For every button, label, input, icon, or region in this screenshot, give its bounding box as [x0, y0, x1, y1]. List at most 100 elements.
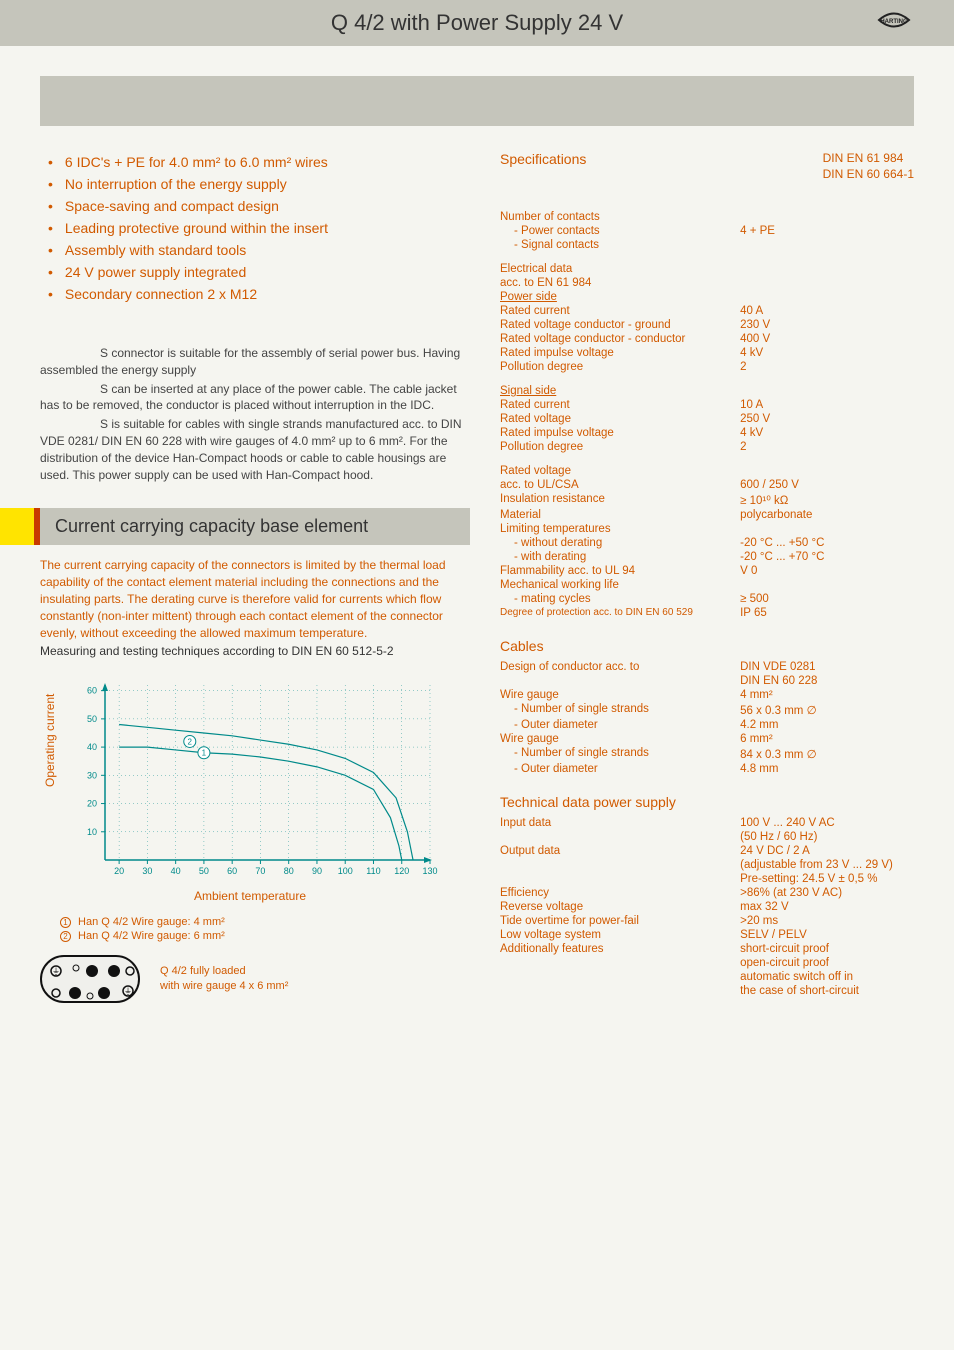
spec-row: Pre-setting: 24.5 V ± 0,5 %	[500, 872, 914, 886]
spec-key: Rated voltage conductor - ground	[500, 318, 740, 332]
svg-text:50: 50	[87, 714, 97, 724]
spec-key: Input data	[500, 816, 740, 830]
spec-key: Reverse voltage	[500, 900, 740, 914]
spec-key: Design of conductor acc. to	[500, 660, 740, 674]
spec-row: Low voltage systemSELV / PELV	[500, 928, 914, 942]
spec-key: Wire gauge	[500, 732, 740, 746]
psu-table: Input data100 V ... 240 V AC(50 Hz / 60 …	[500, 816, 914, 998]
description-block: S connector is suitable for the assembly…	[40, 345, 470, 483]
spec-value: 84 x 0.3 mm ∅	[740, 746, 914, 762]
spec-key	[500, 674, 740, 688]
spec-value	[740, 238, 914, 252]
spec-row: - without derating-20 °C ... +50 °C	[500, 536, 914, 550]
spec-value: ≥ 500	[740, 592, 914, 606]
spec-row: - Number of single strands84 x 0.3 mm ∅	[500, 746, 914, 762]
spec-key	[500, 984, 740, 998]
spec-key: Flammability acc. to UL 94	[500, 564, 740, 578]
spec-row: Rated voltage conductor - ground230 V	[500, 318, 914, 332]
spec-value: 24 V DC / 2 A	[740, 844, 914, 858]
spec-key: - without derating	[500, 536, 740, 550]
spec-key: - Outer diameter	[500, 718, 740, 732]
feature-bullet: Assembly with standard tools	[40, 239, 470, 261]
spec-value: SELV / PELV	[740, 928, 914, 942]
signal-side-heading: Signal side	[500, 384, 740, 398]
spec-key: - Power contacts	[500, 224, 740, 238]
svg-text:60: 60	[227, 866, 237, 876]
spec-key: Insulation resistance	[500, 492, 740, 508]
svg-text:20: 20	[114, 866, 124, 876]
svg-text:10: 10	[87, 827, 97, 837]
connector-caption: Q 4/2 fully loaded with wire gauge 4 x 6…	[160, 964, 288, 995]
svg-text:HARTING: HARTING	[880, 19, 908, 25]
spec-value: short-circuit proof	[740, 942, 914, 956]
spec-row: Rated voltage	[500, 464, 914, 478]
spec-value: ≥ 10¹⁰ kΩ	[740, 492, 914, 508]
spec-key	[500, 956, 740, 970]
spec-row: Pollution degree2	[500, 440, 914, 454]
spec-contacts-table: Number of contacts - Power contacts4 + P…	[500, 210, 914, 252]
spec-key: Rated voltage	[500, 464, 740, 478]
spec-value: polycarbonate	[740, 508, 914, 522]
chart-x-label: Ambient temperature	[60, 889, 440, 903]
spec-row: Pollution degree2	[500, 360, 914, 374]
spec-row: Additionally featuresshort-circuit proof	[500, 942, 914, 956]
legend-item: 2 Han Q 4/2 Wire gauge: 6 mm²	[60, 929, 470, 943]
spec-std-1: DIN EN 61 984	[823, 151, 904, 165]
spec-value: 250 V	[740, 412, 914, 426]
current-desc: The current carrying capacity of the con…	[40, 557, 470, 641]
brand-logo: HARTING	[874, 5, 914, 41]
desc-p2: S can be inserted at any place of the po…	[40, 381, 470, 415]
spec-row: - Number of single strands56 x 0.3 mm ∅	[500, 702, 914, 718]
spec-value: -20 °C ... +70 °C	[740, 550, 914, 564]
feature-bullet: Leading protective ground within the ins…	[40, 217, 470, 239]
spec-row: (50 Hz / 60 Hz)	[500, 830, 914, 844]
feature-bullet: No interruption of the energy supply	[40, 173, 470, 195]
spec-row: automatic switch off in	[500, 970, 914, 984]
power-side-heading: Power side	[500, 290, 740, 304]
svg-text:30: 30	[87, 770, 97, 780]
spec-key: Material	[500, 508, 740, 522]
spec-row: acc. to UL/CSA600 / 250 V	[500, 478, 914, 492]
elec-sub: acc. to EN 61 984	[500, 276, 740, 290]
cables-heading: Cables	[500, 638, 914, 654]
spec-value: max 32 V	[740, 900, 914, 914]
conn-cap-2: with wire gauge 4 x 6 mm²	[160, 979, 288, 994]
spec-value: 230 V	[740, 318, 914, 332]
svg-text:⏚: ⏚	[52, 967, 60, 976]
spec-key: Rated impulse voltage	[500, 346, 740, 360]
spec-key: - Number of single strands	[500, 702, 740, 718]
current-p1: The current carrying capacity of the con…	[40, 557, 470, 641]
connector-drawing: ⏚ ⏚	[40, 955, 140, 1003]
spec-key	[500, 970, 740, 984]
spec-key	[500, 830, 740, 844]
left-column: 6 IDC's + PE for 4.0 mm² to 6.0 mm² wire…	[40, 151, 470, 1003]
spec-value: 4 + PE	[740, 224, 914, 238]
desc-p1: S connector is suitable for the assembly…	[40, 345, 470, 379]
content-area: 6 IDC's + PE for 4.0 mm² to 6.0 mm² wire…	[0, 151, 954, 1003]
spec-value: 400 V	[740, 332, 914, 346]
spec-value: automatic switch off in	[740, 970, 914, 984]
spec-signal-table: Signal side Rated current10 ARated volta…	[500, 384, 914, 454]
spec-row: Rated impulse voltage4 kV	[500, 346, 914, 360]
spec-row: Wire gauge6 mm²	[500, 732, 914, 746]
spec-value: >20 ms	[740, 914, 914, 928]
spec-key: Rated voltage	[500, 412, 740, 426]
spec-row: Efficiency>86% (at 230 V AC)	[500, 886, 914, 900]
spec-value	[740, 578, 914, 592]
spec-value: IP 65	[740, 606, 914, 620]
spec-value: 56 x 0.3 mm ∅	[740, 702, 914, 718]
spec-row: - mating cycles≥ 500	[500, 592, 914, 606]
section-marker	[0, 508, 40, 545]
spec-value: 40 A	[740, 304, 914, 318]
spec-row: - Outer diameter4.2 mm	[500, 718, 914, 732]
svg-text:50: 50	[199, 866, 209, 876]
spec-key: Limiting temperatures	[500, 522, 740, 536]
feature-bullet: 6 IDC's + PE for 4.0 mm² to 6.0 mm² wire…	[40, 151, 470, 173]
spec-heading: Specifications DIN EN 61 984 DIN EN 60 6…	[500, 151, 914, 182]
spec-value: 10 A	[740, 398, 914, 412]
spec-key: Low voltage system	[500, 928, 740, 942]
spec-row: Design of conductor acc. toDIN VDE 0281	[500, 660, 914, 674]
spec-row: Tide overtime for power-fail>20 ms	[500, 914, 914, 928]
feature-bullets: 6 IDC's + PE for 4.0 mm² to 6.0 mm² wire…	[40, 151, 470, 305]
spec-value: -20 °C ... +50 °C	[740, 536, 914, 550]
